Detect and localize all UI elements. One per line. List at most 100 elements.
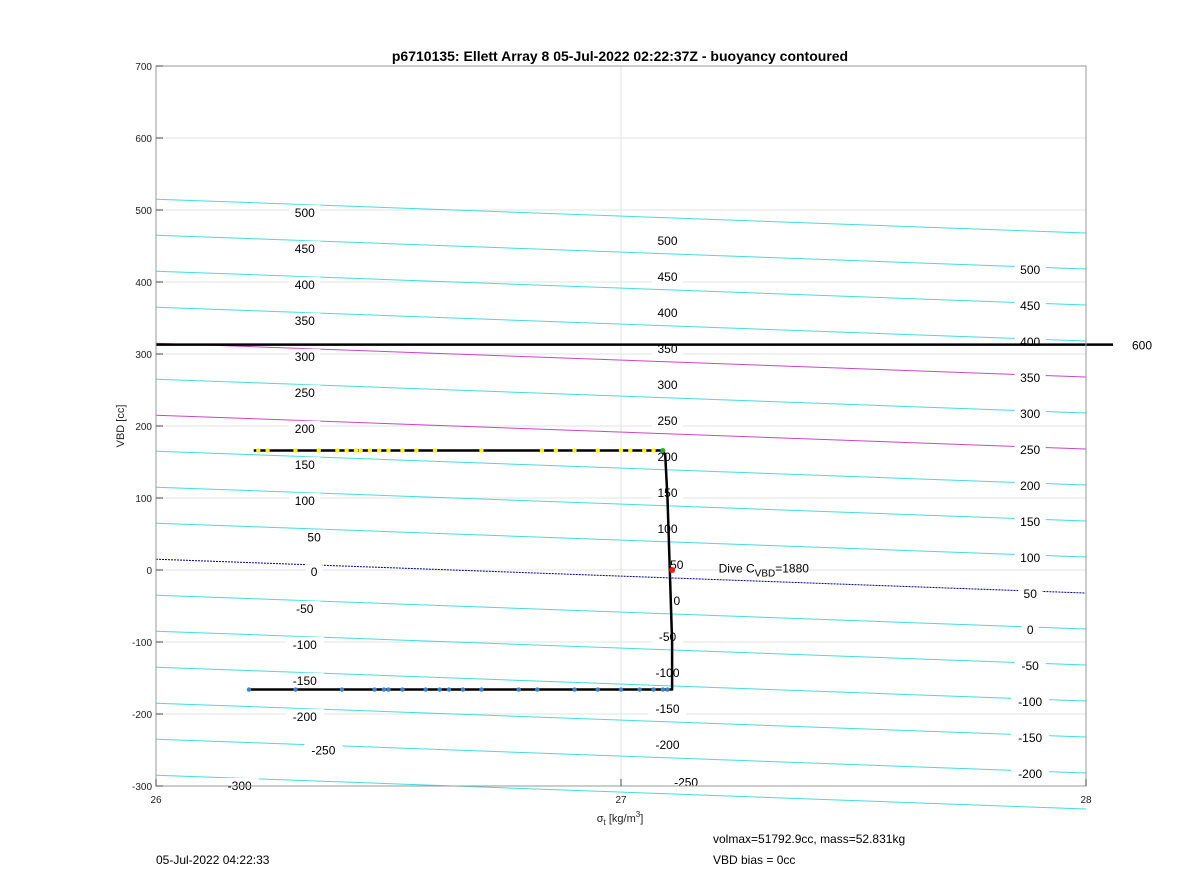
contour-line xyxy=(155,270,1087,306)
descent-point xyxy=(293,448,298,453)
contour-label-background xyxy=(304,742,343,758)
climb-point xyxy=(665,687,670,692)
contour-label: 0 xyxy=(1027,623,1034,637)
contour-label-background xyxy=(289,240,321,256)
contour-line xyxy=(155,414,1087,450)
reference-line-label: 600 xyxy=(1132,339,1152,353)
contour-label-background xyxy=(1011,729,1050,745)
footer-volmax: volmax=51792.9cc, mass=52.831kg xyxy=(713,832,905,846)
descent-point xyxy=(553,448,559,453)
y-tick-label: 300 xyxy=(135,350,152,361)
contour-line xyxy=(155,594,1087,630)
y-tick-label: 500 xyxy=(135,206,152,217)
contour-label-background xyxy=(289,492,321,508)
climb-point xyxy=(572,687,577,692)
descent-point xyxy=(316,448,321,453)
contour-label-background xyxy=(652,628,683,644)
contour-label: -250 xyxy=(311,744,335,758)
x-axis-symbol: σ xyxy=(597,813,604,825)
contour-line xyxy=(155,234,1087,270)
contour-label-background xyxy=(289,276,321,292)
climb-point xyxy=(386,687,391,692)
x-axis-unit-end: ] xyxy=(640,813,643,825)
x-tick-label: 28 xyxy=(1080,795,1092,806)
contour-line xyxy=(155,198,1087,234)
contour-label-background xyxy=(668,592,686,608)
footer-vbd-bias: VBD bias = 0cc xyxy=(713,853,795,867)
contour-label: 150 xyxy=(1020,515,1040,529)
dive-annotation: Dive CVBD=1880 xyxy=(719,562,810,580)
contour-label-background xyxy=(289,456,321,472)
contour-label: -200 xyxy=(655,738,679,752)
contour-label: 450 xyxy=(295,242,315,256)
contour-label: 450 xyxy=(657,270,677,284)
contour-label: -200 xyxy=(1018,767,1042,781)
contour-label: 200 xyxy=(1020,479,1040,493)
contour-label-background xyxy=(289,204,321,220)
descent-point xyxy=(358,448,363,453)
contour-label: 200 xyxy=(295,422,315,436)
contour-label-background xyxy=(289,348,321,364)
contour-line xyxy=(155,630,1087,666)
contour-label-background xyxy=(652,448,683,464)
descent-point xyxy=(400,448,405,453)
contour-label: -150 xyxy=(655,702,679,716)
contour-label: 450 xyxy=(1020,299,1040,313)
contour-label: 300 xyxy=(657,378,677,392)
climb-point xyxy=(618,687,624,692)
contour-label-background xyxy=(289,312,321,328)
climb-point xyxy=(339,687,345,692)
contour-label-background xyxy=(302,529,327,545)
descent-point xyxy=(628,448,633,453)
descent-point xyxy=(642,448,647,453)
contour-label-background xyxy=(1014,549,1046,565)
contour-label: 400 xyxy=(295,278,315,292)
climb-point xyxy=(437,687,442,692)
descent-point xyxy=(595,448,600,453)
x-tick-label: 27 xyxy=(615,795,627,806)
contour-label-background xyxy=(1021,621,1039,637)
contour-label: 300 xyxy=(295,350,315,364)
contour-line xyxy=(155,702,1087,738)
climb-point xyxy=(535,687,540,692)
contour-label: 400 xyxy=(1020,335,1040,349)
climb-point xyxy=(423,687,428,692)
contour-line xyxy=(155,774,1087,810)
descent-point xyxy=(386,448,391,453)
contour-label-background xyxy=(1014,405,1046,421)
contour-label: 350 xyxy=(1020,371,1040,385)
y-axis-label: VBD [cc] xyxy=(115,405,127,448)
y-tick-label: 700 xyxy=(135,62,152,73)
y-tick-label: -100 xyxy=(132,638,152,649)
contour-label: 500 xyxy=(295,206,315,220)
contour-label-background xyxy=(285,672,324,688)
contour-label: -50 xyxy=(659,630,677,644)
contour-label-background xyxy=(648,664,687,680)
contour-label-background xyxy=(289,420,321,436)
contour-label: 100 xyxy=(1020,551,1040,565)
contour-label: 250 xyxy=(1020,443,1040,457)
contour-label-background xyxy=(1011,693,1050,709)
contour-label-background xyxy=(652,376,683,392)
dive-cvbd-label: Dive CVBD=1880 xyxy=(719,562,810,580)
y-tick-label: 100 xyxy=(135,494,152,505)
turn-point xyxy=(660,447,666,453)
contour-label: 300 xyxy=(1020,407,1040,421)
contour-label: 50 xyxy=(1024,587,1038,601)
x-axis-unit-superscript: 3 xyxy=(636,810,641,819)
buoyancy-contours xyxy=(155,198,1087,810)
contour-label-background xyxy=(1014,513,1046,529)
contour-label: -50 xyxy=(296,602,314,616)
contour-label: 0 xyxy=(311,565,318,579)
contour-line xyxy=(155,486,1087,522)
contour-line xyxy=(155,558,1087,594)
contour-label: -50 xyxy=(1022,659,1040,673)
contour-label: 200 xyxy=(657,450,677,464)
contour-label-background xyxy=(1014,477,1046,493)
contour-label-background xyxy=(1018,585,1043,601)
contour-label-background xyxy=(648,736,687,752)
climb-point xyxy=(637,687,642,692)
footer-timestamp: 05-Jul-2022 04:22:33 xyxy=(156,853,270,867)
contour-label: 250 xyxy=(295,386,315,400)
